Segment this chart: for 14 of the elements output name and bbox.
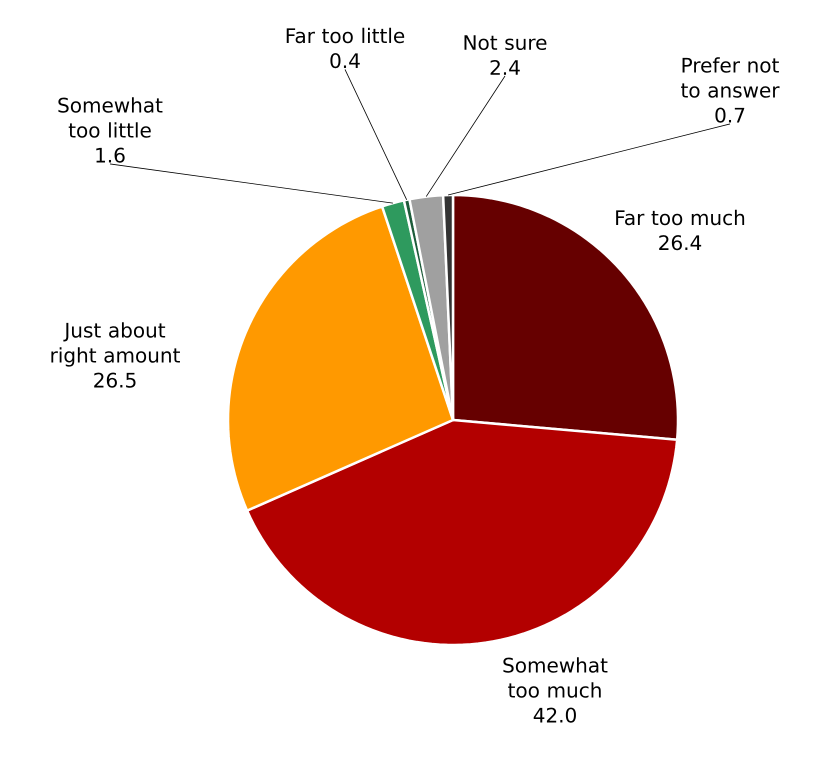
data-label: 26.4 [659,235,702,250]
data-label: 0.7 [715,108,744,123]
data-label: 1.6 [96,148,125,163]
slice-label: Prefer not to answer [681,57,780,98]
slice-label: Far too much [616,210,744,226]
data-label: 0.4 [330,53,360,68]
data-label: 2.4 [490,60,520,75]
data-label: 42.0 [534,708,576,723]
slice-label: Far too little [286,28,404,44]
slice-label: Somewhat too much [503,657,608,698]
data-label: 26.5 [94,372,136,388]
slice-label: Just about right amount [51,322,180,367]
slice-label: Not sure [464,35,546,50]
slice-label: Somewhat too little [58,97,162,138]
